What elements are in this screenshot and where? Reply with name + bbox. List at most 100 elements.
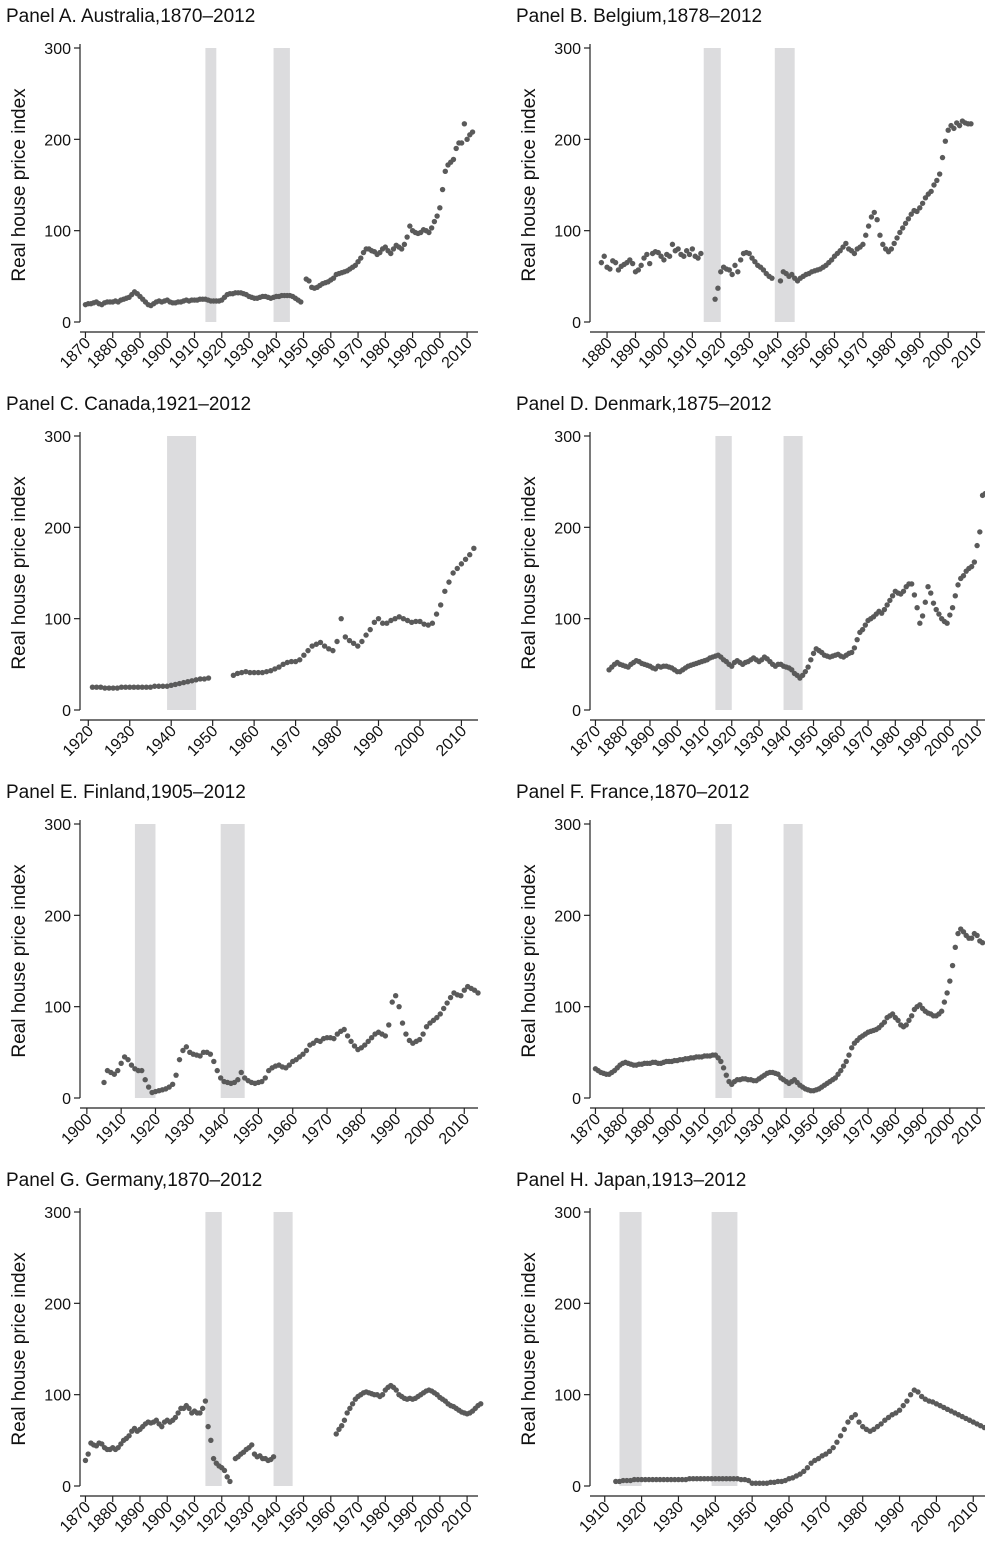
- data-point: [147, 684, 154, 690]
- x-tick-label: 1980: [357, 335, 394, 372]
- data-point: [458, 140, 465, 146]
- data-point: [695, 255, 701, 261]
- data-point: [344, 1410, 350, 1416]
- data-point: [715, 285, 721, 291]
- data-point: [808, 1460, 814, 1466]
- data-point: [349, 1401, 356, 1407]
- data-point: [238, 1069, 244, 1076]
- data-point: [769, 275, 775, 281]
- data-point: [977, 529, 983, 535]
- data-point: [871, 1426, 877, 1433]
- y-tick-label: 200: [44, 908, 71, 925]
- data-point: [139, 684, 145, 690]
- x-tick-label: 2010: [948, 335, 985, 372]
- data-point: [681, 253, 687, 259]
- data-point: [922, 599, 929, 605]
- panel-d-denmark: Panel D. Denmark,1875–2012 0 100 200 300 187…: [510, 388, 985, 772]
- data-point: [914, 208, 920, 215]
- data-point: [848, 1045, 855, 1051]
- x-tick-label: 1880: [579, 335, 616, 372]
- x-tick-label: 1900: [649, 1111, 686, 1148]
- y-axis-title: Real house price index: [9, 864, 30, 1058]
- data-point: [888, 246, 895, 252]
- x-tick-label: 1920: [613, 1499, 650, 1536]
- data-point: [868, 214, 875, 220]
- x-tick-label: 2010: [433, 723, 470, 760]
- data-point: [952, 593, 958, 599]
- data-point: [106, 685, 112, 691]
- data-point: [805, 664, 811, 670]
- x-tick-label: 1980: [333, 1111, 370, 1148]
- x-tick-label: 1890: [622, 1111, 659, 1148]
- data-point: [450, 156, 457, 163]
- x-tick-label: 1980: [867, 1111, 904, 1148]
- panel-g-plot: 0100200300187018801890190019101920193019…: [9, 1205, 484, 1536]
- data-point: [185, 678, 191, 685]
- y-tick-label: 300: [44, 41, 71, 58]
- x-tick-label: 1970: [299, 1111, 336, 1148]
- x-tick-label: 1900: [59, 1111, 96, 1148]
- data-point: [919, 200, 926, 206]
- data-point: [841, 1426, 847, 1433]
- data-point: [884, 602, 890, 608]
- data-point: [156, 683, 162, 689]
- data-point: [284, 659, 290, 666]
- y-tick-label: 100: [44, 1000, 71, 1017]
- data-point: [749, 255, 755, 261]
- data-point: [176, 1056, 183, 1063]
- data-point: [379, 620, 386, 626]
- data-point: [398, 246, 405, 252]
- data-point: [331, 1035, 337, 1042]
- data-point: [197, 1053, 203, 1059]
- data-point: [974, 542, 980, 549]
- y-tick-label: 300: [44, 817, 71, 834]
- data-point: [400, 615, 407, 622]
- data-point: [797, 1471, 803, 1477]
- y-tick-label: 0: [572, 315, 581, 332]
- war-shading-band: [774, 48, 795, 322]
- data-point: [735, 269, 741, 275]
- x-tick-label: 2010: [436, 1111, 473, 1148]
- x-tick-label: 1980: [834, 1499, 871, 1536]
- data-point: [936, 171, 943, 177]
- war-shading-band: [273, 48, 290, 322]
- data-point: [180, 679, 187, 686]
- y-tick-label: 100: [554, 1388, 581, 1405]
- data-point: [431, 218, 438, 225]
- data-point: [877, 232, 883, 238]
- data-point: [720, 1065, 727, 1071]
- data-point: [689, 246, 696, 252]
- data-point: [880, 241, 886, 248]
- x-tick-label: 1940: [196, 1111, 233, 1148]
- data-point: [362, 1042, 368, 1048]
- data-point: [737, 257, 744, 263]
- data-point: [919, 613, 926, 619]
- war-shading-band: [715, 824, 732, 1098]
- x-tick-label: 1940: [758, 723, 795, 760]
- data-point: [712, 296, 718, 302]
- panel-c-canada: Panel C. Canada,1921–2012 0 100 200 300 1920…: [0, 388, 490, 772]
- data-point: [259, 669, 266, 676]
- data-point: [169, 1081, 176, 1087]
- data-point: [458, 561, 465, 567]
- data-point: [434, 1014, 440, 1021]
- x-tick-label: 2000: [392, 723, 429, 760]
- data-point: [111, 1071, 118, 1077]
- data-point: [263, 668, 270, 675]
- data-point: [815, 1455, 822, 1462]
- data-point: [115, 1067, 121, 1074]
- data-point: [208, 1437, 214, 1444]
- data-point: [683, 248, 690, 254]
- data-point: [655, 249, 661, 256]
- x-tick-label: 1950: [785, 1111, 822, 1148]
- data-point: [98, 684, 104, 690]
- data-point: [413, 618, 419, 625]
- data-point: [180, 1047, 186, 1054]
- panel-h-japan: Panel H. Japan,1913–2012 0 100 200 300 1910 1…: [510, 1164, 985, 1548]
- data-point: [249, 1442, 255, 1448]
- x-tick-label: 1880: [594, 723, 631, 760]
- data-point: [217, 1075, 224, 1081]
- data-point: [175, 1410, 181, 1416]
- data-point: [164, 683, 170, 689]
- data-point: [118, 1060, 124, 1066]
